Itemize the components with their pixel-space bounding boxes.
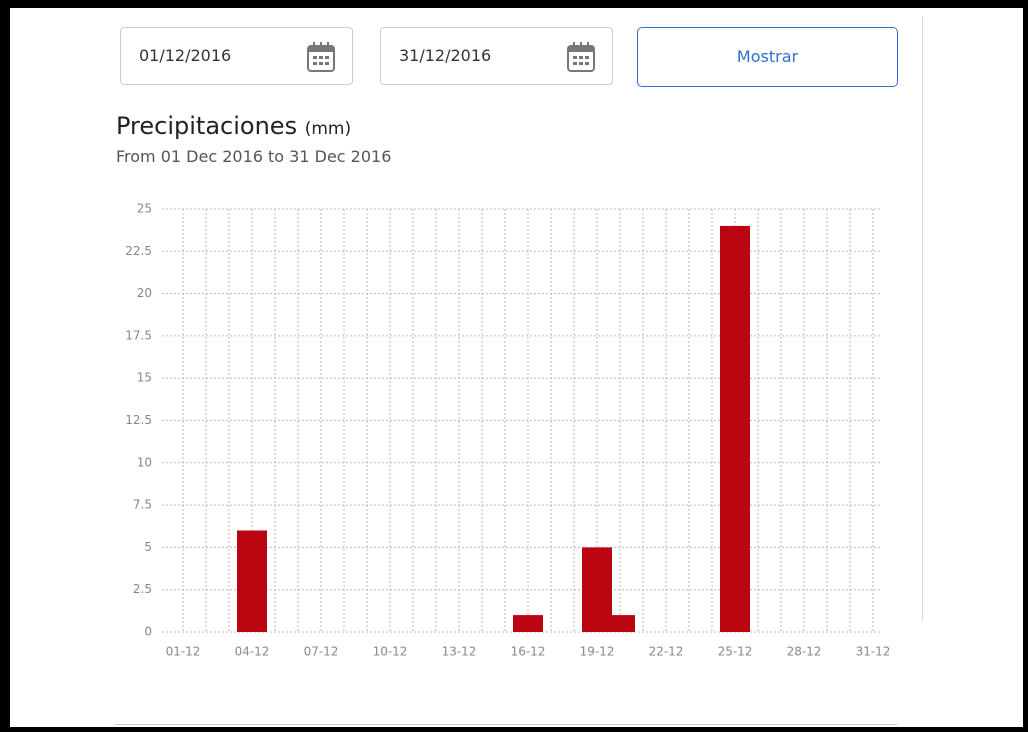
calendar-icon[interactable] xyxy=(306,41,336,73)
y-tick-label: 17.5 xyxy=(125,328,152,342)
divider xyxy=(922,16,923,621)
start-date: 01/12/2016 xyxy=(139,46,232,65)
y-tick-label: 12.5 xyxy=(125,413,152,427)
frame: 01/12/2016 31/12/2016 Mostrar Precipitac… xyxy=(10,8,1023,727)
bar xyxy=(605,615,635,632)
x-tick-label: 28-12 xyxy=(787,645,822,659)
start-date-input[interactable]: 01/12/2016 xyxy=(120,27,353,85)
y-tick-label: 2.5 xyxy=(133,582,152,596)
show-button[interactable]: Mostrar xyxy=(637,27,898,87)
end-date-input[interactable]: 31/12/2016 xyxy=(380,27,613,85)
footer-line xyxy=(115,724,897,725)
bar xyxy=(237,530,267,632)
x-tick-label: 22-12 xyxy=(649,645,684,659)
bar xyxy=(720,225,750,633)
x-tick-label: 13-12 xyxy=(442,645,477,659)
x-tick-label: 07-12 xyxy=(304,645,339,659)
y-tick-label: 5 xyxy=(144,540,152,554)
x-tick-label: 10-12 xyxy=(373,645,408,659)
x-tick-label: 16-12 xyxy=(511,645,546,659)
y-tick-label: 25 xyxy=(137,202,152,216)
chart-subtitle: From 01 Dec 2016 to 31 Dec 2016 xyxy=(116,147,392,166)
calendar-icon[interactable] xyxy=(566,41,596,73)
x-tick-label: 31-12 xyxy=(856,645,891,659)
chart-title: Precipitaciones (mm) xyxy=(116,112,351,140)
chart: 0 2.5 5 7.5 10 12.5 15 17.5 20 22.5 25 01-12 04-12 07… xyxy=(125,202,891,659)
unit: (mm) xyxy=(304,119,352,139)
x-tick-label: 25-12 xyxy=(718,645,753,659)
y-tick-label: 20 xyxy=(137,286,152,300)
x-tick-label: 19-12 xyxy=(580,645,615,659)
y-tick-label: 7.5 xyxy=(133,498,152,512)
y-tick-label: 10 xyxy=(137,455,152,469)
x-tick-label: 04-12 xyxy=(235,645,270,659)
y-tick-label: 15 xyxy=(137,371,152,385)
y-tick-label: 22.5 xyxy=(125,244,152,258)
y-tick-label: 0 xyxy=(144,625,152,639)
title-text: Precipitaciones xyxy=(116,112,298,140)
end-date: 31/12/2016 xyxy=(399,46,492,65)
x-tick-label: 01-12 xyxy=(166,645,201,659)
bar xyxy=(513,615,543,632)
